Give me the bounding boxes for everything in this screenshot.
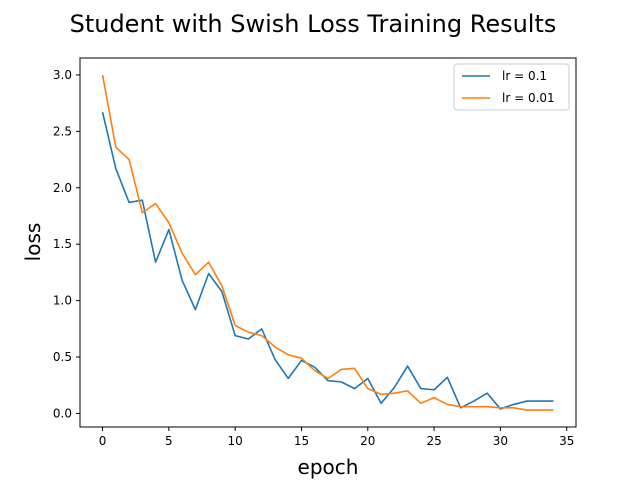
x-axis-ticks: 0 5 10 15 20 25 30 35 (99, 427, 574, 448)
y-axis-ticks: 0.0 0.5 1.0 1.5 2.0 2.5 3.0 (53, 68, 80, 420)
series-line-1 (101, 111, 554, 410)
x-tick-label: 5 (165, 434, 173, 448)
y-tick-label: 3.0 (53, 68, 72, 82)
x-tick-label: 35 (559, 434, 574, 448)
y-tick-label: 2.5 (53, 124, 72, 138)
series-line-2 (101, 74, 554, 411)
chart-title: Student with Swish Loss Training Results (70, 10, 557, 38)
y-tick-label: 1.5 (53, 237, 72, 251)
x-tick-label: 10 (228, 434, 243, 448)
y-tick-label: 1.0 (53, 294, 72, 308)
plot-area (101, 74, 554, 411)
legend-label-1: lr = 0.1 (502, 69, 547, 83)
x-tick-label: 25 (426, 434, 441, 448)
axes-frame (79, 57, 577, 428)
x-tick-label: 15 (294, 434, 309, 448)
x-tick-label: 20 (360, 434, 375, 448)
y-tick-label: 0.0 (53, 406, 72, 420)
y-tick-label: 2.0 (53, 181, 72, 195)
x-tick-label: 0 (99, 434, 107, 448)
y-tick-label: 0.5 (53, 350, 72, 364)
y-axis-label: loss (21, 223, 45, 262)
legend: lr = 0.1 lr = 0.01 (453, 63, 570, 111)
legend-label-2: lr = 0.01 (502, 91, 555, 105)
x-axis-label: epoch (298, 455, 359, 479)
x-tick-label: 30 (493, 434, 508, 448)
